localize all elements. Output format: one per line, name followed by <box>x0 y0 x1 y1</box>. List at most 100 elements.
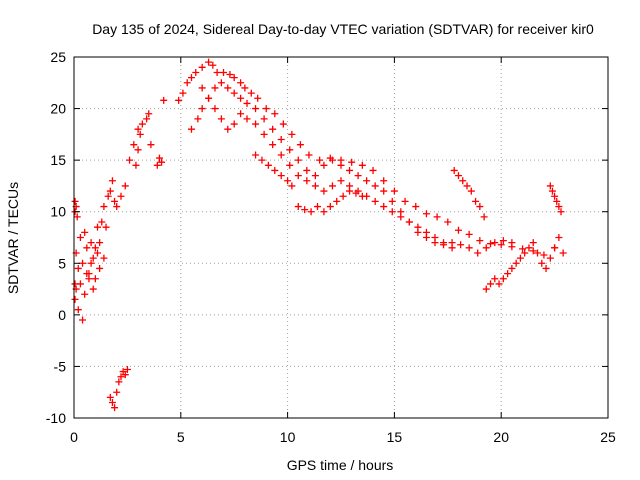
data-point <box>115 378 123 386</box>
data-point <box>192 68 200 76</box>
data-point <box>337 177 345 185</box>
data-point <box>264 161 272 169</box>
data-point <box>205 58 213 66</box>
data-point <box>557 208 565 216</box>
data-point <box>450 166 458 174</box>
data-point <box>252 105 260 113</box>
data-point <box>85 275 93 283</box>
data-point <box>106 187 114 195</box>
data-point <box>476 237 484 245</box>
data-point <box>405 218 413 226</box>
data-point <box>480 213 488 221</box>
data-point <box>454 226 462 234</box>
y-tick-label: 0 <box>58 307 66 323</box>
data-point <box>448 244 456 252</box>
data-point <box>98 218 106 226</box>
data-point <box>89 254 97 262</box>
data-point <box>108 177 116 185</box>
data-point <box>160 96 168 104</box>
data-point <box>113 388 121 396</box>
data-point <box>89 285 97 293</box>
data-point <box>226 71 234 79</box>
plot-frame <box>73 56 609 419</box>
grid <box>74 57 608 418</box>
data-point <box>540 251 548 259</box>
data-point <box>472 197 480 205</box>
data-point <box>93 249 101 257</box>
data-point <box>194 115 202 123</box>
data-point <box>474 249 482 257</box>
data-point <box>307 208 315 216</box>
data-point <box>258 156 266 164</box>
x-tick-label: 10 <box>280 429 296 445</box>
data-point <box>73 213 81 221</box>
data-point <box>213 68 221 76</box>
data-point <box>87 239 95 247</box>
data-point <box>79 259 87 267</box>
series-track-i <box>252 151 296 190</box>
data-point <box>508 239 516 247</box>
x-tick-label: 15 <box>387 429 403 445</box>
data-point <box>230 120 238 128</box>
data-point <box>262 105 270 113</box>
data-point <box>113 203 121 211</box>
data-point <box>369 166 377 174</box>
data-point <box>252 120 260 128</box>
data-point <box>388 208 396 216</box>
data-point <box>440 241 448 249</box>
data-point <box>294 203 302 211</box>
series-track-h <box>198 84 456 252</box>
data-marks <box>71 58 567 412</box>
data-point <box>303 177 311 185</box>
data-point <box>269 125 277 133</box>
data-point <box>106 393 114 401</box>
data-point <box>487 280 495 288</box>
data-point <box>143 115 151 123</box>
data-point <box>339 192 347 200</box>
data-point <box>296 141 304 149</box>
data-point <box>111 197 119 205</box>
data-point <box>220 68 228 76</box>
data-point <box>465 244 473 252</box>
data-point <box>83 270 91 278</box>
data-point <box>79 316 87 324</box>
data-point <box>499 237 507 245</box>
data-point <box>230 89 238 97</box>
data-point <box>136 130 144 138</box>
data-point <box>217 115 225 123</box>
data-point <box>333 197 341 205</box>
data-point <box>546 182 554 190</box>
data-point <box>303 166 311 174</box>
data-point <box>198 84 206 92</box>
data-point <box>237 110 245 118</box>
data-point <box>328 182 336 190</box>
x-tick-label: 20 <box>493 429 509 445</box>
data-point <box>354 172 362 180</box>
data-point <box>380 203 388 211</box>
data-point <box>134 125 142 133</box>
data-point <box>83 244 91 252</box>
data-point <box>348 158 356 166</box>
data-point <box>463 182 471 190</box>
data-point <box>247 89 255 97</box>
y-tick-label: 20 <box>50 101 66 117</box>
series-track-b <box>71 249 108 324</box>
data-point <box>198 63 206 71</box>
data-point <box>529 247 537 255</box>
series-track-j <box>294 187 366 216</box>
data-point <box>198 105 206 113</box>
data-point <box>224 84 232 92</box>
data-point <box>100 203 108 211</box>
data-point <box>551 244 559 252</box>
data-point <box>512 259 520 267</box>
data-point <box>388 197 396 205</box>
data-point <box>525 244 533 252</box>
data-point <box>277 151 285 159</box>
y-tick-label: -5 <box>54 358 67 374</box>
series-track-g <box>187 79 516 257</box>
data-point <box>397 213 405 221</box>
x-tick-label: 25 <box>600 429 616 445</box>
data-point <box>96 239 104 247</box>
